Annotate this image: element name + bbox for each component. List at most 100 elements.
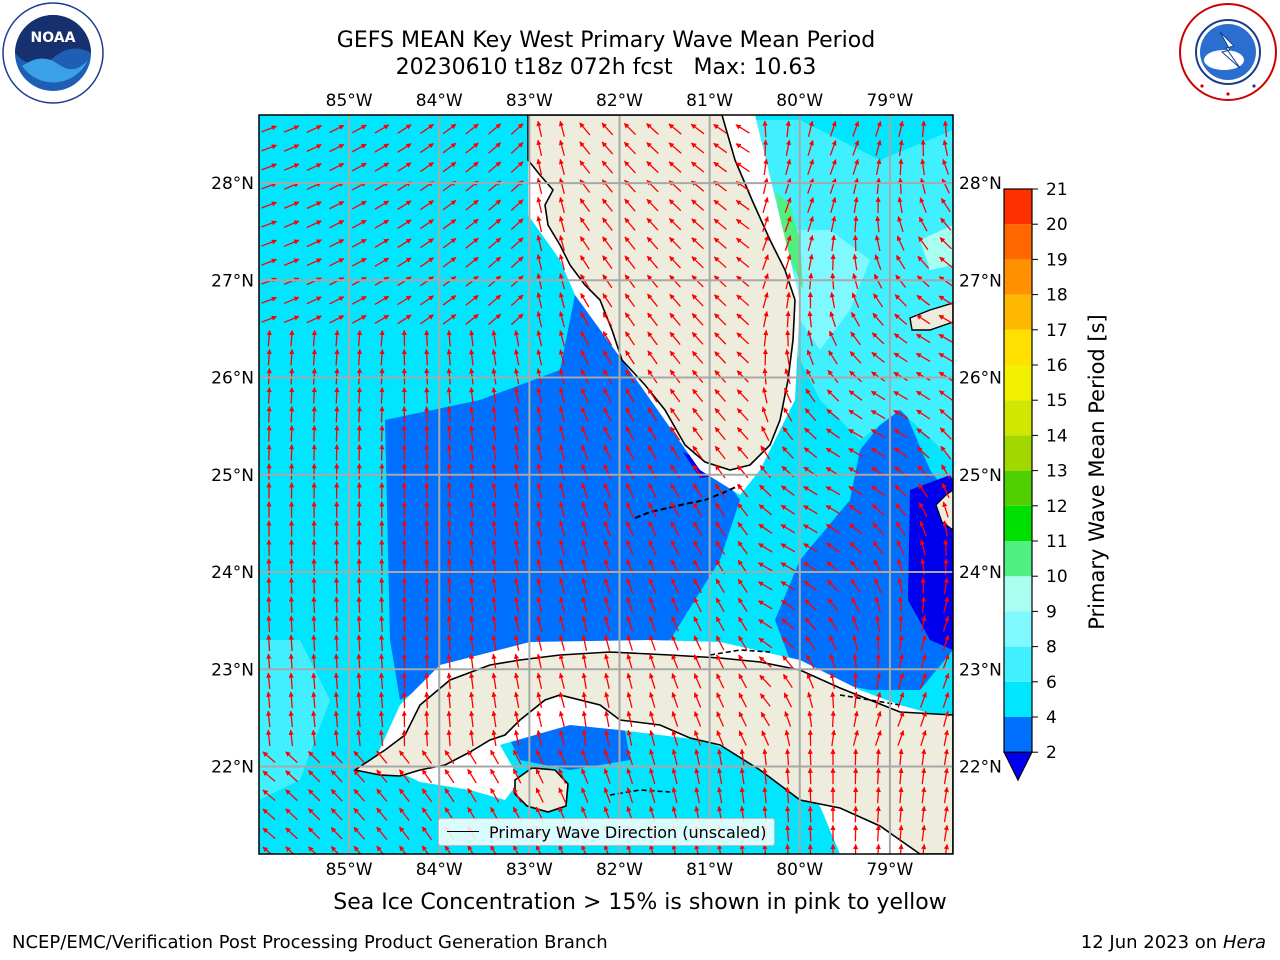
- wave-direction-arrow: [442, 237, 457, 249]
- wave-direction-arrow: [942, 634, 950, 651]
- wave-direction-arrow: [424, 520, 430, 537]
- wave-direction-arrow: [692, 426, 703, 441]
- wave-direction-arrow: [558, 520, 565, 537]
- wave-direction-arrow: [648, 615, 656, 632]
- wave-direction-arrow: [762, 387, 768, 404]
- wave-direction-arrow: [943, 843, 949, 854]
- wave-direction-arrow: [738, 711, 747, 727]
- land-grand-bahama: [909, 302, 953, 331]
- wave-direction-arrow: [558, 787, 567, 803]
- wave-direction-arrow: [558, 177, 565, 195]
- wave-direction-arrow: [739, 786, 745, 804]
- wave-direction-arrow: [828, 350, 838, 365]
- wave-direction-arrow: [626, 520, 634, 537]
- wave-direction-arrow: [601, 179, 613, 193]
- wave-direction-arrow: [351, 219, 367, 229]
- wave-direction-arrow: [356, 406, 362, 423]
- wave-direction-arrow: [488, 218, 502, 230]
- wave-direction-arrow: [536, 691, 543, 708]
- wave-direction-arrow: [671, 578, 680, 594]
- wave-direction-arrow: [421, 769, 433, 784]
- wave-direction-arrow: [446, 710, 452, 728]
- wave-direction-arrow: [919, 711, 927, 727]
- wave-direction-arrow: [330, 750, 343, 764]
- lon-tick-label: 83°W: [506, 860, 553, 880]
- wave-direction-arrow: [626, 672, 633, 689]
- wave-direction-arrow: [870, 447, 886, 458]
- wave-direction-arrow: [446, 539, 452, 556]
- wave-direction-arrow: [558, 577, 565, 594]
- wave-direction-arrow: [446, 691, 452, 709]
- wave-direction-arrow: [849, 541, 862, 554]
- wave-direction-arrow: [356, 634, 362, 651]
- colorbar-segment: [1004, 541, 1032, 577]
- wave-direction-arrow: [669, 369, 681, 384]
- wave-direction-arrow: [940, 198, 951, 213]
- wave-direction-arrow: [648, 578, 657, 594]
- wave-direction-arrow: [536, 368, 543, 385]
- wave-direction-arrow: [580, 311, 590, 327]
- wave-direction-arrow: [558, 501, 565, 518]
- wave-direction-arrow: [737, 502, 749, 517]
- wave-direction-arrow: [780, 543, 796, 553]
- wave-direction-arrow: [510, 218, 524, 231]
- wave-direction-arrow: [781, 485, 795, 496]
- map-legend: Primary Wave Direction (unscaled): [438, 818, 775, 846]
- wave-direction-arrow: [807, 310, 813, 328]
- wave-direction-arrow: [803, 447, 818, 459]
- wave-direction-arrow: [829, 291, 836, 309]
- wave-direction-arrow: [757, 562, 773, 572]
- wave-direction-arrow: [898, 748, 904, 766]
- wave-direction-arrow: [921, 767, 927, 785]
- wave-direction-arrow: [262, 846, 272, 854]
- wave-direction-arrow: [356, 672, 362, 690]
- wave-direction-arrow: [714, 313, 727, 326]
- wave-direction-arrow: [329, 296, 345, 305]
- lat-tick-label: 25°N: [211, 466, 254, 486]
- wave-direction-arrow: [603, 463, 612, 480]
- wave-direction-arrow: [311, 672, 317, 690]
- wave-direction-arrow: [736, 294, 750, 307]
- wave-direction-arrow: [306, 163, 322, 172]
- wave-direction-arrow: [536, 539, 543, 556]
- wave-direction-arrow: [465, 142, 479, 154]
- wave-direction-arrow: [826, 579, 840, 592]
- wave-direction-arrow: [785, 310, 791, 328]
- wave-direction-arrow: [758, 656, 772, 668]
- wave-direction-arrow: [898, 158, 904, 176]
- wave-direction-arrow: [603, 577, 611, 594]
- wave-direction-arrow: [446, 615, 452, 632]
- wave-direction-arrow: [604, 672, 610, 689]
- wave-direction-arrow: [915, 333, 931, 344]
- lon-tick-label: 81°W: [686, 91, 733, 111]
- wave-direction-arrow: [738, 635, 748, 651]
- wave-direction-arrow: [513, 710, 520, 728]
- wave-direction-arrow: [261, 201, 277, 209]
- wave-direction-arrow: [918, 483, 929, 498]
- wave-direction-arrow: [806, 368, 815, 384]
- wave-direction-arrow: [536, 349, 543, 366]
- wave-direction-arrow: [762, 367, 768, 385]
- wave-direction-arrow: [942, 120, 949, 138]
- wave-direction-arrow: [581, 539, 588, 556]
- wave-direction-arrow: [647, 426, 658, 441]
- wave-direction-arrow: [871, 332, 885, 345]
- wave-direction-arrow: [738, 673, 748, 689]
- wave-direction-arrow: [758, 600, 773, 610]
- lat-tick-label: 24°N: [959, 563, 1002, 583]
- wave-direction-arrow: [419, 123, 434, 135]
- wave-direction-arrow: [694, 786, 700, 804]
- footer-date: 12 Jun 2023 on Hera: [1081, 932, 1266, 953]
- wave-direction-arrow: [581, 634, 588, 651]
- colorbar-tick-label: 20: [1046, 215, 1068, 235]
- wave-direction-arrow: [469, 729, 475, 747]
- wave-direction-arrow: [853, 710, 859, 728]
- wave-direction-arrow: [691, 294, 704, 307]
- wave-direction-arrow: [830, 691, 836, 709]
- wave-direction-arrow: [715, 540, 726, 555]
- wave-direction-arrow: [671, 673, 679, 689]
- wave-direction-arrow: [580, 368, 590, 384]
- wave-direction-arrow: [826, 542, 840, 553]
- wave-direction-arrow: [647, 293, 659, 307]
- wave-direction-arrow: [469, 539, 475, 556]
